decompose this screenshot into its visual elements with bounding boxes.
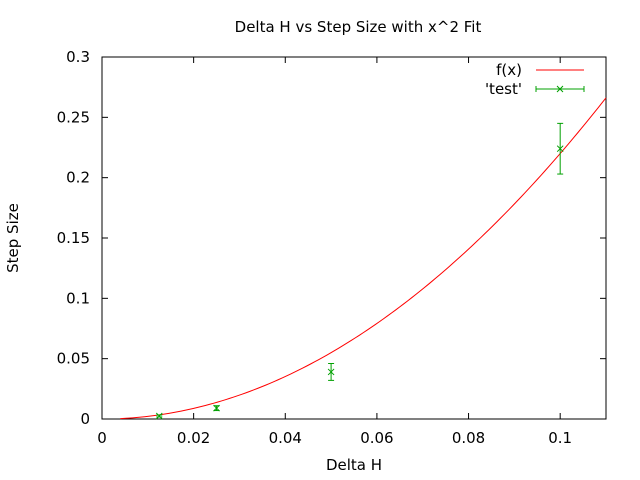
chart-title: Delta H vs Step Size with x^2 Fit [235, 18, 482, 36]
data-point [556, 145, 564, 153]
y-tick-label: 0.3 [66, 48, 90, 66]
legend-label-fx: f(x) [496, 61, 522, 79]
x-tick-label: 0.02 [177, 429, 210, 447]
y-tick-label: 0.25 [57, 108, 90, 126]
fx-curve [120, 97, 607, 420]
series-layer [120, 97, 607, 420]
y-tick-label: 0 [80, 410, 90, 428]
y-tick-label: 0.05 [57, 350, 90, 368]
legend-swatch-test [535, 85, 585, 93]
y-tick-label: 0.15 [57, 229, 90, 247]
y-axis: 0 0.05 0.1 0.15 0.2 0.25 0.3 [57, 48, 606, 428]
x-axis-label: Delta H [326, 456, 382, 474]
y-tick-label: 0.2 [66, 169, 90, 187]
plot-frame [101, 56, 607, 420]
y-tick-label: 0.1 [66, 289, 90, 307]
y-axis-label: Step Size [4, 203, 22, 273]
x-axis: 0 0.02 0.04 0.06 0.08 0.1 [97, 57, 572, 447]
data-point [327, 368, 335, 376]
data-point [155, 412, 163, 420]
x-tick-label: 0 [97, 429, 107, 447]
legend-label-test: 'test' [485, 80, 522, 98]
data-point [213, 404, 220, 412]
legend-test-marker [556, 85, 564, 93]
x-tick-label: 0.08 [452, 429, 485, 447]
x-tick-label: 0.06 [360, 429, 393, 447]
legend: f(x) 'test' [485, 61, 585, 98]
x-tick-label: 0.1 [548, 429, 572, 447]
x-tick-label: 0.04 [269, 429, 302, 447]
